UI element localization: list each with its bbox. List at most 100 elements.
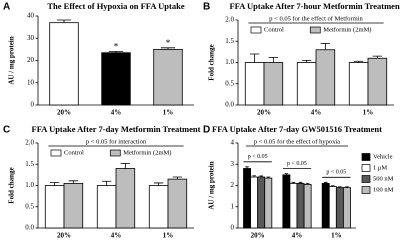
bar (244, 62, 265, 106)
legend-label: 100 nM (373, 186, 394, 193)
annotation: p < 0.05 for the effect of hypoxia (254, 138, 340, 145)
legend-label: 1 μM (373, 164, 387, 171)
error-bar (338, 186, 342, 188)
y-axis-label: AU / mg protein (208, 161, 216, 209)
error-bar (172, 176, 183, 180)
legend-swatch (361, 175, 371, 183)
x-tick-label: 4% (311, 109, 322, 117)
panel-letter: B (203, 2, 210, 13)
y-tick-label: 1.0 (225, 58, 234, 66)
y-tick-label: 1.5 (225, 37, 234, 45)
bar (348, 62, 369, 106)
significance-marker: * (114, 41, 119, 51)
bar (343, 187, 351, 229)
x-tick-label: 20% (57, 109, 71, 117)
chart-title: FFA Uptake After 7-hour Metformin Treatm… (229, 1, 400, 11)
legend-swatch (309, 26, 321, 34)
error-bar (298, 181, 303, 184)
y-tick-label: 3 (231, 160, 235, 168)
category-annotation: p < 0.05 (287, 161, 307, 167)
significance-marker: * (166, 38, 171, 48)
bar (282, 174, 291, 229)
x-tick-label: 20% (257, 109, 271, 117)
panel-letter: A (3, 2, 10, 13)
bar (263, 62, 284, 106)
legend-label: Metformin (2mM) (323, 26, 371, 33)
bar (101, 52, 131, 106)
x-tick-label: 1% (163, 109, 174, 117)
error-bar (160, 47, 176, 50)
y-tick-label: 30 (27, 34, 35, 42)
category-annotation: p < 0.05 (248, 154, 268, 160)
legend-swatch (250, 26, 262, 34)
chart-title: FFA Uptake After 7-day GW501516 Treatmen… (212, 124, 382, 134)
error-bar (266, 176, 271, 179)
error-bar (249, 53, 260, 63)
bar (264, 177, 273, 229)
x-tick-label: 20% (57, 232, 71, 240)
category-annotation: p < 0.05 (326, 170, 346, 176)
legend-label: 500 nM (373, 175, 394, 182)
error-bar (259, 175, 263, 177)
legend-swatch (109, 149, 121, 157)
error-bar (323, 181, 328, 184)
bar (49, 22, 79, 106)
error-bar (331, 185, 335, 187)
y-tick-label: 2.0 (225, 16, 234, 24)
legend-swatch (361, 153, 371, 161)
y-tick-label: 1.5 (25, 160, 34, 168)
bar (148, 185, 169, 229)
y-axis-label: Fold change (8, 167, 16, 203)
error-bar (120, 163, 131, 169)
y-tick-label: 2.0 (25, 139, 34, 147)
bar (63, 182, 84, 229)
bar (243, 168, 251, 229)
y-tick-label: 0 (31, 101, 35, 109)
error-bar (372, 55, 383, 59)
error-bar (291, 181, 296, 184)
y-tick-label: 0.0 (225, 101, 234, 109)
error-bar (305, 182, 310, 185)
error-bar (108, 50, 124, 53)
y-tick-label: 40 (27, 12, 35, 20)
panel-letter: C (3, 125, 10, 136)
chart-title: The Effect of Hypoxia on FFA Uptake (47, 1, 184, 11)
bar (321, 182, 330, 229)
legend-label: Vehicle (373, 153, 393, 160)
bar (296, 62, 317, 106)
error-bar (301, 59, 312, 63)
x-tick-label: 4% (292, 232, 303, 240)
bar (367, 57, 388, 106)
panel-letter: D (203, 125, 210, 136)
x-tick-label: 1% (331, 232, 342, 240)
error-bar (56, 19, 72, 23)
annotation: p < 0.05 for the effect of Metformin (269, 15, 363, 22)
bar (335, 187, 344, 229)
error-bar (320, 42, 331, 50)
y-axis-label: Fold change (208, 44, 216, 80)
y-tick-label: 1.0 (25, 181, 34, 189)
error-bar (353, 60, 364, 63)
bar (289, 182, 298, 229)
error-bar (284, 173, 289, 175)
x-tick-label: 20% (251, 232, 265, 240)
x-tick-label: 4% (111, 232, 122, 240)
error-bar (345, 186, 349, 188)
error-bar (153, 182, 164, 186)
error-bar (101, 180, 112, 186)
bar (328, 186, 337, 229)
legend-swatch (361, 164, 371, 172)
bar (153, 48, 183, 106)
error-bar (49, 182, 60, 186)
y-tick-label: 0 (231, 224, 235, 232)
y-tick-label: 20 (27, 56, 35, 64)
y-tick-label: 0.5 (25, 202, 34, 210)
bar (115, 168, 136, 229)
y-tick-label: 0.5 (225, 79, 234, 87)
x-tick-label: 1% (363, 109, 374, 117)
legend-label: Control (64, 149, 84, 156)
bar (96, 185, 117, 229)
y-axis-label: AU / mg protein (8, 36, 16, 84)
y-tick-label: 4 (231, 139, 235, 147)
